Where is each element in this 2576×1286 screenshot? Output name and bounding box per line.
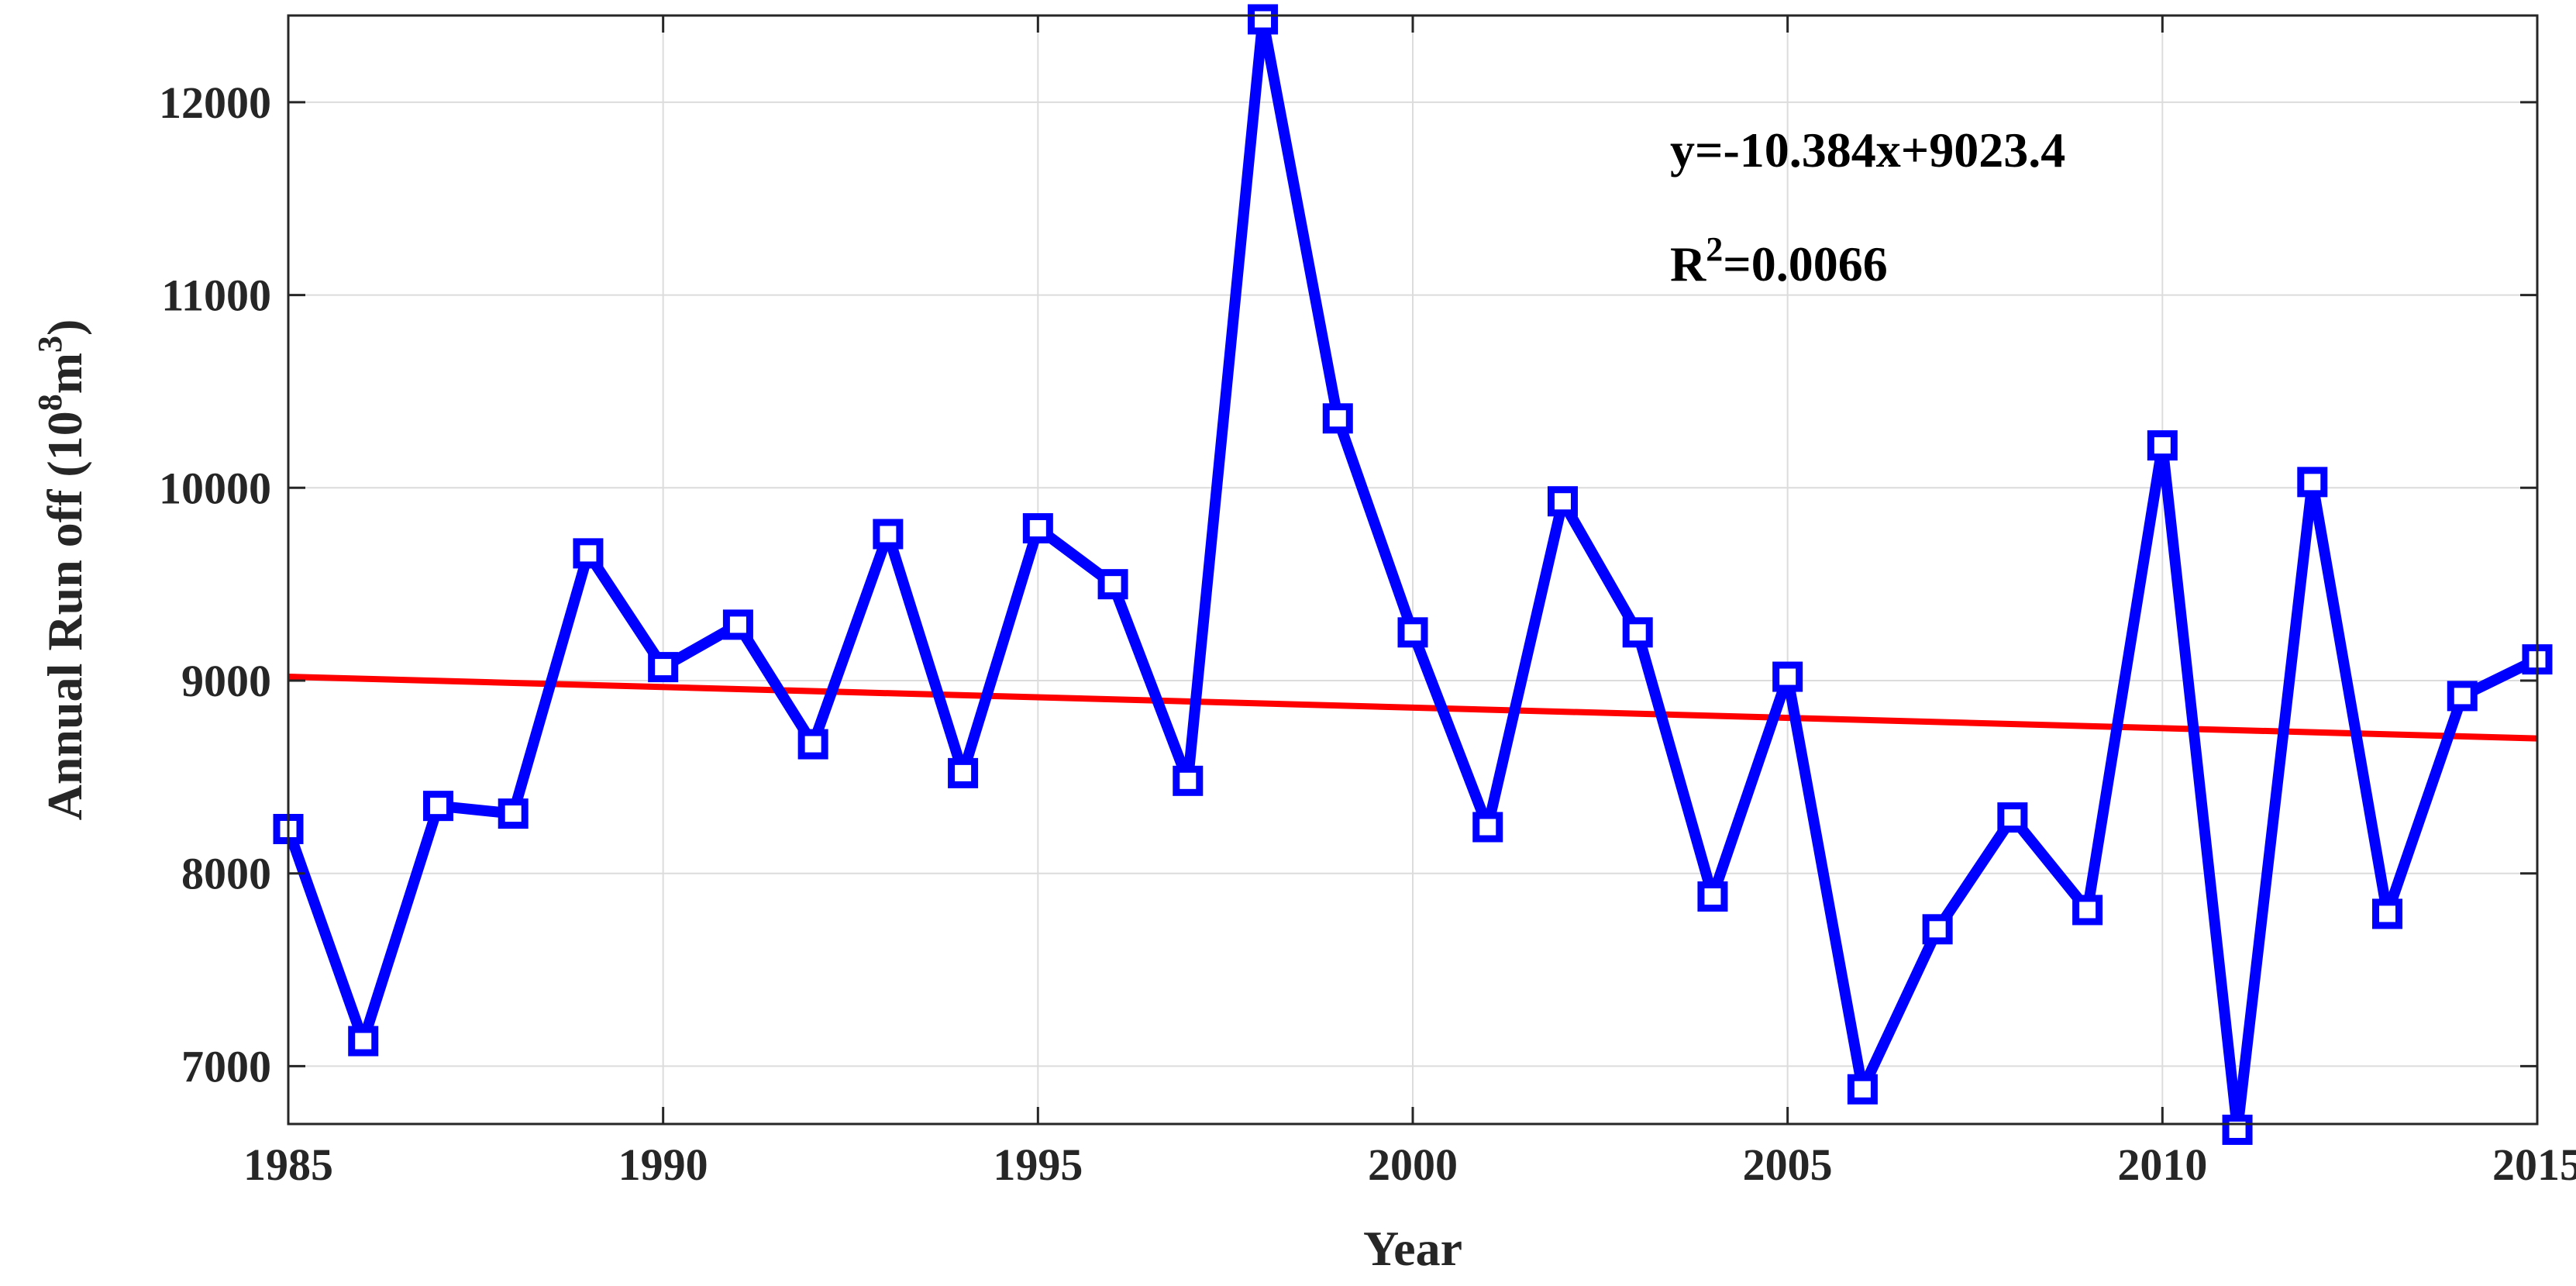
r-squared-label: R2=0.0066 [1670, 230, 1888, 291]
data-point-1999 [1322, 403, 1353, 434]
y-tick-label-9000: 9000 [181, 656, 271, 706]
y-tick-labels: 7000 8000 9000 10000 11000 12000 [159, 78, 271, 1091]
data-point-2001 [1472, 812, 1503, 843]
data-point-1988 [498, 798, 529, 829]
y-tick-label-12000: 12000 [159, 78, 271, 128]
data-point-2003 [1622, 617, 1653, 648]
data-point-2006 [1847, 1074, 1878, 1105]
y-tick-label-7000: 7000 [181, 1041, 271, 1091]
data-point-2002 [1547, 486, 1578, 517]
data-point-1996 [1097, 569, 1128, 600]
data-point-2014 [2447, 681, 2478, 712]
data-point-2005 [1772, 661, 1803, 692]
data-point-2000 [1397, 617, 1428, 648]
data-point-1989 [573, 538, 604, 569]
data-point-1995 [1022, 513, 1053, 544]
trend-line-group [288, 674, 2538, 742]
tick-marks [287, 16, 2539, 1124]
y-axis-title: Annual Run off (108m3) [31, 319, 92, 821]
data-point-2007 [1922, 914, 1953, 945]
data-point-1987 [422, 791, 453, 822]
data-point-1993 [873, 519, 904, 550]
x-tick-label-2000: 2000 [1368, 1139, 1458, 1190]
data-point-1997 [1173, 765, 1204, 796]
data-point-1991 [722, 609, 753, 640]
x-tick-label-1985: 1985 [243, 1139, 333, 1190]
y-tick-label-8000: 8000 [181, 849, 271, 899]
data-point-1986 [348, 1026, 379, 1057]
data-point-2008 [1997, 802, 2028, 833]
data-point-2010 [2147, 430, 2178, 461]
grid [288, 16, 2538, 1124]
x-tick-label-2010: 2010 [2117, 1139, 2207, 1190]
data-point-2004 [1697, 881, 1728, 912]
x-tick-label-1995: 1995 [993, 1139, 1083, 1190]
x-tick-label-2015: 2015 [2492, 1139, 2576, 1190]
x-axis-title: Year [1363, 1221, 1462, 1276]
runoff-series-group [273, 4, 2553, 1145]
data-point-2009 [2072, 895, 2103, 926]
data-point-2013 [2372, 898, 2403, 929]
data-point-1994 [948, 757, 979, 788]
data-point-2012 [2297, 467, 2328, 498]
data-point-2011 [2222, 1114, 2253, 1145]
trend-equation: y=-10.384x+9023.4 [1670, 122, 2065, 178]
data-point-1990 [648, 652, 679, 683]
y-tick-label-11000: 11000 [161, 271, 271, 321]
x-tick-label-1990: 1990 [618, 1139, 708, 1190]
data-point-1998 [1248, 4, 1279, 35]
x-tick-label-2005: 2005 [1743, 1139, 1833, 1190]
x-tick-labels: 1985 1990 1995 2000 2005 2010 2015 [243, 1139, 2576, 1190]
trend-line [288, 674, 2538, 742]
y-tick-label-10000: 10000 [159, 463, 271, 513]
data-point-1992 [797, 729, 828, 760]
